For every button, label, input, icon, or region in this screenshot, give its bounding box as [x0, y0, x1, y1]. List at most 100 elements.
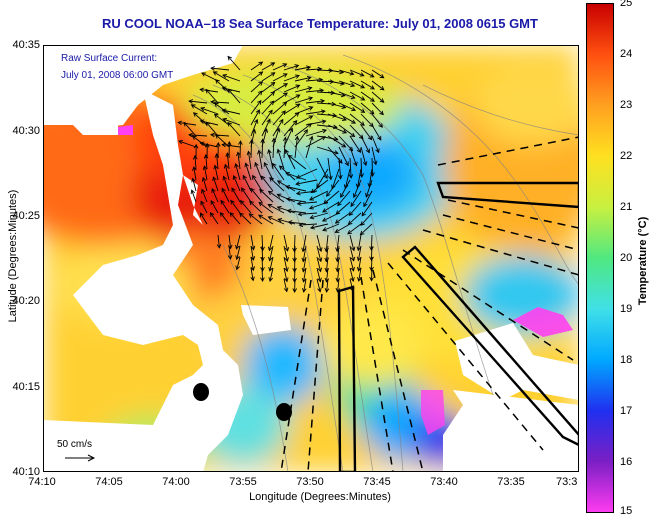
current-vector-head — [308, 106, 314, 111]
current-vector — [227, 89, 241, 104]
colorbar-tick: 21 — [620, 201, 633, 213]
current-vector-head — [210, 199, 215, 205]
current-vector — [227, 122, 241, 137]
current-vector-head — [322, 227, 328, 232]
current-vector-head — [369, 276, 374, 282]
colorbar-title: Temperature (°C) — [637, 216, 649, 306]
current-vector-head — [350, 246, 356, 252]
current-vector-head — [295, 181, 301, 186]
current-vector — [294, 66, 311, 71]
current-vector — [347, 223, 362, 235]
current-vector-head — [258, 71, 264, 76]
current-vector-head — [221, 86, 227, 91]
current-vector — [183, 122, 197, 137]
current-vector-head — [356, 256, 362, 262]
current-vector-head — [253, 118, 259, 124]
current-vector-head — [286, 208, 292, 214]
current-vector — [269, 256, 274, 272]
current-vector-head — [284, 267, 289, 273]
current-vector — [363, 190, 373, 207]
current-vector-head — [370, 97, 375, 102]
current-vector-head — [351, 106, 357, 112]
current-vector-head — [283, 277, 289, 283]
current-vector — [249, 200, 263, 214]
x-tick-label: 73:45 — [363, 476, 391, 488]
current-vector — [213, 71, 230, 82]
current-vector-head — [269, 100, 275, 106]
current-vector-head — [267, 216, 273, 221]
current-vector — [310, 223, 329, 229]
current-vector-head — [348, 211, 354, 217]
current-vector — [214, 165, 219, 181]
current-vector — [316, 256, 322, 272]
current-vector-head — [242, 174, 247, 180]
current-vector — [360, 157, 363, 178]
current-vector — [214, 113, 230, 126]
legend-line2: July 01, 2008 06:00 GMT — [61, 70, 173, 81]
current-vector — [192, 178, 197, 192]
current-vector — [239, 212, 252, 225]
current-vector — [192, 135, 208, 148]
current-vector-head — [284, 246, 290, 252]
y-tick-label: 40:15 — [12, 381, 40, 393]
current-vector — [349, 80, 365, 89]
current-vector — [335, 212, 351, 224]
current-vector-head — [222, 73, 227, 79]
current-vector-head — [205, 121, 211, 127]
current-vector — [371, 69, 384, 79]
current-vector-head — [199, 141, 205, 147]
current-vector-head — [350, 266, 355, 272]
current-vector — [222, 144, 241, 148]
current-vector-head — [212, 176, 217, 182]
current-vector-head — [333, 150, 339, 155]
current-vector-head — [269, 177, 274, 182]
current-vector-head — [199, 212, 205, 218]
current-vector-head — [296, 201, 302, 206]
current-vector-head — [321, 217, 327, 222]
scale-label: 50 cm/s — [57, 439, 92, 450]
current-vector-head — [359, 173, 365, 178]
current-vector-head — [257, 90, 263, 96]
current-vector-head — [210, 66, 215, 71]
current-vector-head — [250, 276, 255, 282]
current-vector — [357, 234, 362, 251]
current-vector — [316, 245, 322, 262]
current-vector — [298, 212, 318, 215]
current-vector-head — [204, 142, 210, 148]
current-vector — [349, 69, 364, 77]
current-vector-head — [260, 138, 265, 144]
current-vector-head — [257, 99, 262, 105]
current-vector-head — [213, 102, 219, 107]
current-vector — [261, 119, 271, 137]
current-vector — [210, 101, 230, 104]
current-vector-head — [276, 148, 282, 154]
current-vector-head — [301, 287, 307, 293]
current-vector — [188, 134, 208, 137]
current-vector-head — [320, 109, 326, 114]
current-vector-head — [205, 88, 210, 94]
current-vector-head — [230, 199, 235, 205]
current-vector — [205, 154, 208, 170]
current-vector — [338, 102, 356, 111]
current-vector — [360, 102, 375, 115]
current-vector — [336, 256, 340, 272]
current-vector-head — [295, 174, 301, 179]
current-vector — [349, 135, 361, 153]
current-vector — [338, 157, 342, 179]
colorbar-tick: 24 — [620, 48, 633, 60]
current-vector-head — [350, 202, 355, 208]
current-vector — [325, 256, 329, 272]
current-vector-head — [223, 163, 229, 169]
current-vector-head — [372, 160, 378, 166]
current-vector — [294, 76, 311, 82]
current-vector — [283, 278, 288, 292]
current-vector — [349, 234, 355, 251]
current-vector-head — [301, 277, 307, 283]
current-vector — [294, 129, 308, 148]
current-vector — [371, 102, 384, 115]
current-vector — [296, 179, 318, 185]
current-vector-head — [260, 256, 265, 262]
current-vector — [236, 245, 241, 260]
current-vector-head — [350, 132, 356, 138]
current-vector — [305, 89, 324, 93]
